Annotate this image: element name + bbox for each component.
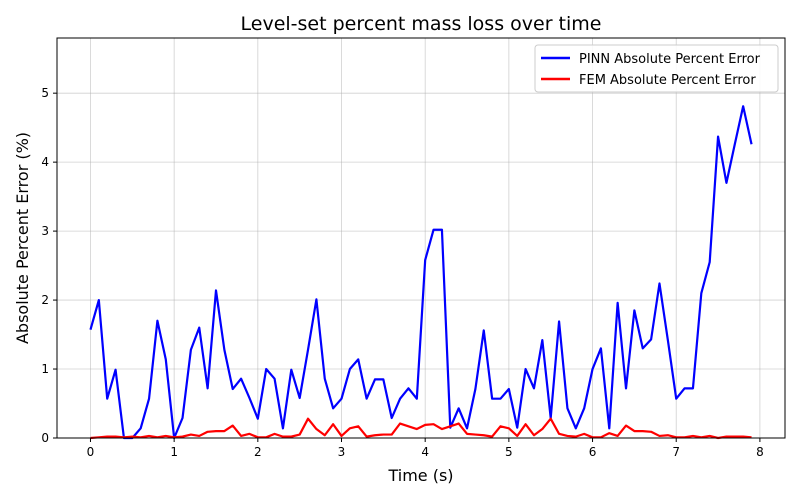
- y-tick-label: 3: [41, 224, 49, 238]
- legend: PINN Absolute Percent Error FEM Absolute…: [534, 44, 779, 93]
- series-line-pinn: [89, 105, 753, 440]
- legend-label-pinn: PINN Absolute Percent Error: [579, 52, 761, 67]
- x-tick-label: 1: [170, 445, 178, 459]
- x-tick-label: 7: [672, 445, 680, 459]
- y-tick-label: 0: [41, 431, 49, 445]
- legend-label-fem: FEM Absolute Percent Error: [579, 73, 756, 88]
- x-tick-label: 5: [505, 445, 513, 459]
- y-tick-label: 5: [41, 86, 49, 100]
- y-axis-label: Absolute Percent Error (%): [13, 132, 32, 344]
- series-group: [89, 105, 753, 440]
- x-tick-label: 4: [421, 445, 429, 459]
- x-axis-ticks: 0 1 2 3 4 5 6 7 8: [87, 438, 764, 459]
- x-tick-label: 3: [338, 445, 346, 459]
- y-tick-label: 2: [41, 293, 49, 307]
- x-tick-label: 6: [589, 445, 597, 459]
- y-tick-label: 1: [41, 362, 49, 376]
- x-tick-label: 2: [254, 445, 262, 459]
- chart-title: Level-set percent mass loss over time: [241, 13, 602, 35]
- y-axis-ticks: 0 1 2 3 4 5: [41, 86, 57, 445]
- legend-box: [534, 44, 779, 93]
- x-tick-label: 0: [87, 445, 95, 459]
- series-line-fem: [90, 417, 752, 440]
- plot-frame: [56, 37, 786, 439]
- x-axis-label: Time (s): [387, 466, 453, 485]
- x-tick-label: 8: [756, 445, 764, 459]
- y-tick-label: 4: [41, 155, 49, 169]
